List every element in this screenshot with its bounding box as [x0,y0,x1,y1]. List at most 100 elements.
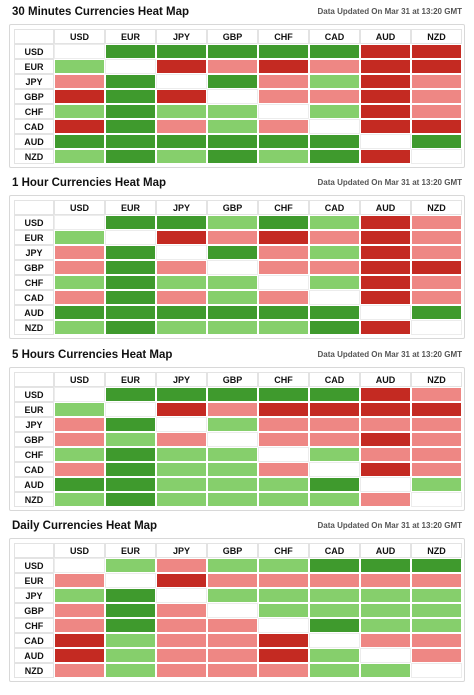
heatmap-cell [207,305,258,320]
column-header: CAD [309,543,360,558]
row-label: USD [14,387,54,402]
heatmap-cell [258,230,309,245]
column-header: AUD [360,29,411,44]
heatmap-cell [258,462,309,477]
heatmap-cell [360,447,411,462]
row-label: USD [14,215,54,230]
heatmap-cell [207,402,258,417]
column-header: NZD [411,543,462,558]
heatmap-cell [360,134,411,149]
column-header: USD [54,543,105,558]
heatmap-cell [411,573,462,588]
heatmap-cell [54,648,105,663]
heatmap-cell [360,603,411,618]
column-header: NZD [411,372,462,387]
heatmap-cell [156,663,207,678]
heatmap-cell [411,260,462,275]
heatmap-cell [105,618,156,633]
heatmap-cell [258,387,309,402]
heatmap-cell [258,134,309,149]
heatmap-cell [105,104,156,119]
heatmap-cell [360,320,411,335]
grid-corner [14,372,54,387]
heatmap-cell [105,462,156,477]
heatmap-cell [207,588,258,603]
heatmap-cell [54,260,105,275]
heatmap-cell [258,290,309,305]
heatmap-cell [360,618,411,633]
column-header: CAD [309,29,360,44]
heatmap-cell [54,573,105,588]
heatmap-cell [105,44,156,59]
heatmap-cell [360,663,411,678]
heatmap-cell [105,447,156,462]
heatmap-cell [360,477,411,492]
column-header: CHF [258,29,309,44]
heatmap-cell [360,44,411,59]
heatmap-cell [258,149,309,164]
row-label: CAD [14,462,54,477]
column-header: AUD [360,200,411,215]
heatmap-cell [309,618,360,633]
heatmap-cell [309,89,360,104]
heatmap-cell [207,633,258,648]
heatmap-cell [207,59,258,74]
heatmap-grid: USD EUR JPY GBP CHF CAD AUD NZD USD EUR JPY GBP CHF C… [14,372,462,507]
heatmap-cell [411,492,462,507]
heatmap-cell [258,432,309,447]
heatmap-cell [54,74,105,89]
heatmap-cell [360,89,411,104]
heatmap-grid: USD EUR JPY GBP CHF CAD AUD NZD USD EUR JPY GBP CHF C… [14,543,462,678]
heatmap-cell [360,275,411,290]
heatmap-cell [207,104,258,119]
heatmap-cell [411,432,462,447]
heatmap-cell [207,215,258,230]
column-header: GBP [207,543,258,558]
data-updated-label: Data Updated On Mar 31 at 13:20 GMT [317,7,462,16]
heatmap-cell [105,387,156,402]
data-updated-label: Data Updated On Mar 31 at 13:20 GMT [317,350,462,359]
heatmap-cell [54,432,105,447]
heatmap-cell [360,59,411,74]
column-header: JPY [156,543,207,558]
heatmap-cell [105,663,156,678]
heatmap-cell [54,230,105,245]
heatmap-cell [54,320,105,335]
heatmap-cell [411,462,462,477]
column-header: GBP [207,372,258,387]
heatmap-cell [258,260,309,275]
heatmap-cell [54,492,105,507]
heatmap-cell [258,477,309,492]
heatmap-cell [207,89,258,104]
heatmap-cell [156,215,207,230]
heatmap-section: 1 Hour Currencies Heat Map Data Updated O… [0,177,474,342]
heatmap-cell [411,230,462,245]
heatmap-cell [411,74,462,89]
row-label: AUD [14,134,54,149]
heatmap-cell [54,290,105,305]
row-label: NZD [14,149,54,164]
heatmap-cell [156,290,207,305]
heatmap-cell [54,387,105,402]
heatmap-cell [411,648,462,663]
heatmap-cell [207,275,258,290]
heatmap-cell [309,245,360,260]
column-header: NZD [411,200,462,215]
heatmap-cell [360,462,411,477]
column-header: GBP [207,200,258,215]
heatmap-cell [54,447,105,462]
heatmap-cell [258,588,309,603]
row-label: GBP [14,432,54,447]
heatmap-cell [309,573,360,588]
heatmap-cell [207,230,258,245]
row-label: EUR [14,573,54,588]
heatmap-cell [54,104,105,119]
heatmap-cell [156,387,207,402]
heatmap-cell [411,447,462,462]
heatmap-cell [156,417,207,432]
heatmap-cell [411,215,462,230]
heatmap-cell [156,477,207,492]
heatmap-cell [207,290,258,305]
heatmap-cell [360,402,411,417]
row-label: JPY [14,417,54,432]
